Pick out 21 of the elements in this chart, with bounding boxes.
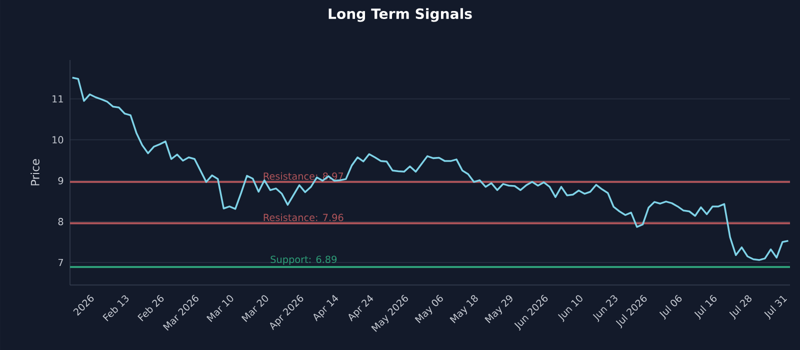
x-tick-label: Feb 13 bbox=[102, 295, 129, 322]
x-tick-label: Mar 20 bbox=[241, 295, 268, 322]
ref-line-label: Resistance: 7.96 bbox=[264, 214, 344, 222]
x-tick-label: Feb 26 bbox=[138, 294, 164, 322]
x-tick-label: Apr 24 bbox=[348, 294, 374, 322]
x-tick-label: Jul 16 bbox=[694, 294, 717, 320]
y-tick-label: 8 bbox=[58, 218, 64, 226]
chart-title: Long Term Signals bbox=[328, 8, 472, 22]
y-tick-label: 10 bbox=[52, 136, 64, 144]
y-tick-label: 7 bbox=[58, 258, 63, 266]
x-tick-label: Jul 06 bbox=[659, 294, 682, 320]
y-tick-label: 9 bbox=[58, 177, 64, 184]
x-tick-label: Apr 14 bbox=[314, 294, 338, 322]
x-tick-label: Jun 10 bbox=[558, 295, 582, 322]
y-axis-title: Price bbox=[30, 159, 40, 186]
x-tick-label: Mar 10 bbox=[206, 295, 234, 322]
y-tick-label: 11 bbox=[52, 95, 63, 102]
x-tick-label: Jul 31 bbox=[764, 296, 787, 320]
x-tick-label: Jul 28 bbox=[729, 295, 752, 320]
ref-line-label: Support: 6.89 bbox=[270, 256, 337, 265]
x-tick-label: Jun 23 bbox=[592, 295, 618, 322]
